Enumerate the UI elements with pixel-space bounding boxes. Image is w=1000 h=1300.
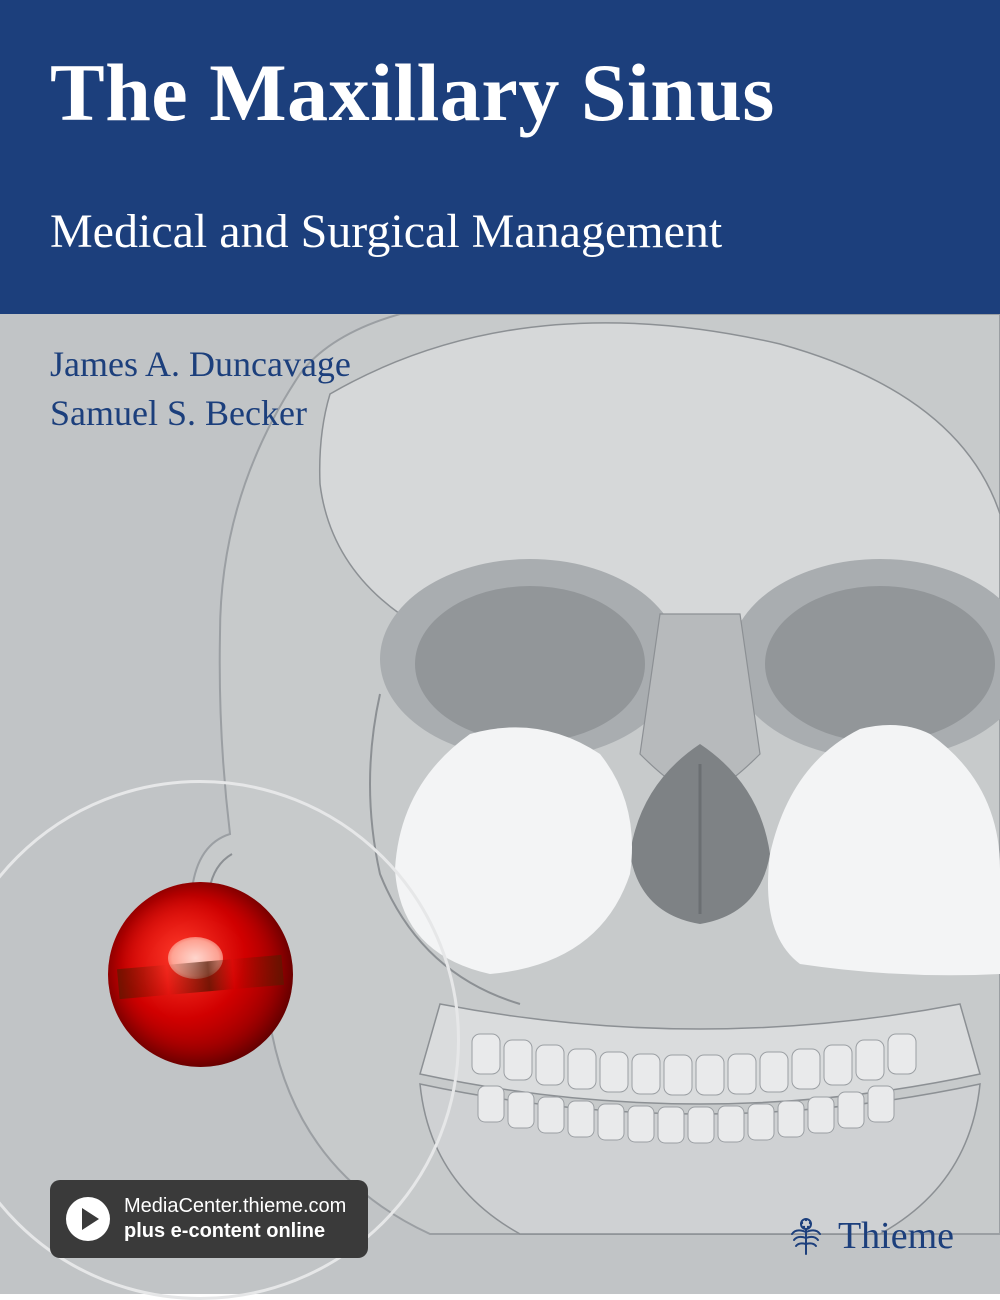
book-cover: The Maxillary Sinus Medical and Surgical…: [0, 0, 1000, 1294]
subtitle-band: Medical and Surgical Management: [0, 186, 1000, 314]
media-line-2: plus e-content online: [124, 1219, 346, 1244]
book-title: The Maxillary Sinus: [50, 46, 775, 140]
book-subtitle: Medical and Surgical Management: [50, 204, 722, 259]
title-band: The Maxillary Sinus: [0, 0, 1000, 186]
thieme-logo-icon: [786, 1216, 826, 1256]
authors-block: James A. Duncavage Samuel S. Becker: [50, 340, 351, 437]
media-line-1: MediaCenter.thieme.com: [124, 1194, 346, 1219]
play-icon: [66, 1197, 110, 1241]
author-1: James A. Duncavage: [50, 340, 351, 389]
media-center-badge: MediaCenter.thieme.com plus e-content on…: [50, 1180, 368, 1258]
endoscopic-image: [108, 882, 293, 1067]
media-badge-text: MediaCenter.thieme.com plus e-content on…: [124, 1194, 346, 1244]
publisher-block: Thieme: [786, 1214, 954, 1258]
author-2: Samuel S. Becker: [50, 389, 351, 438]
publisher-name: Thieme: [838, 1214, 954, 1258]
